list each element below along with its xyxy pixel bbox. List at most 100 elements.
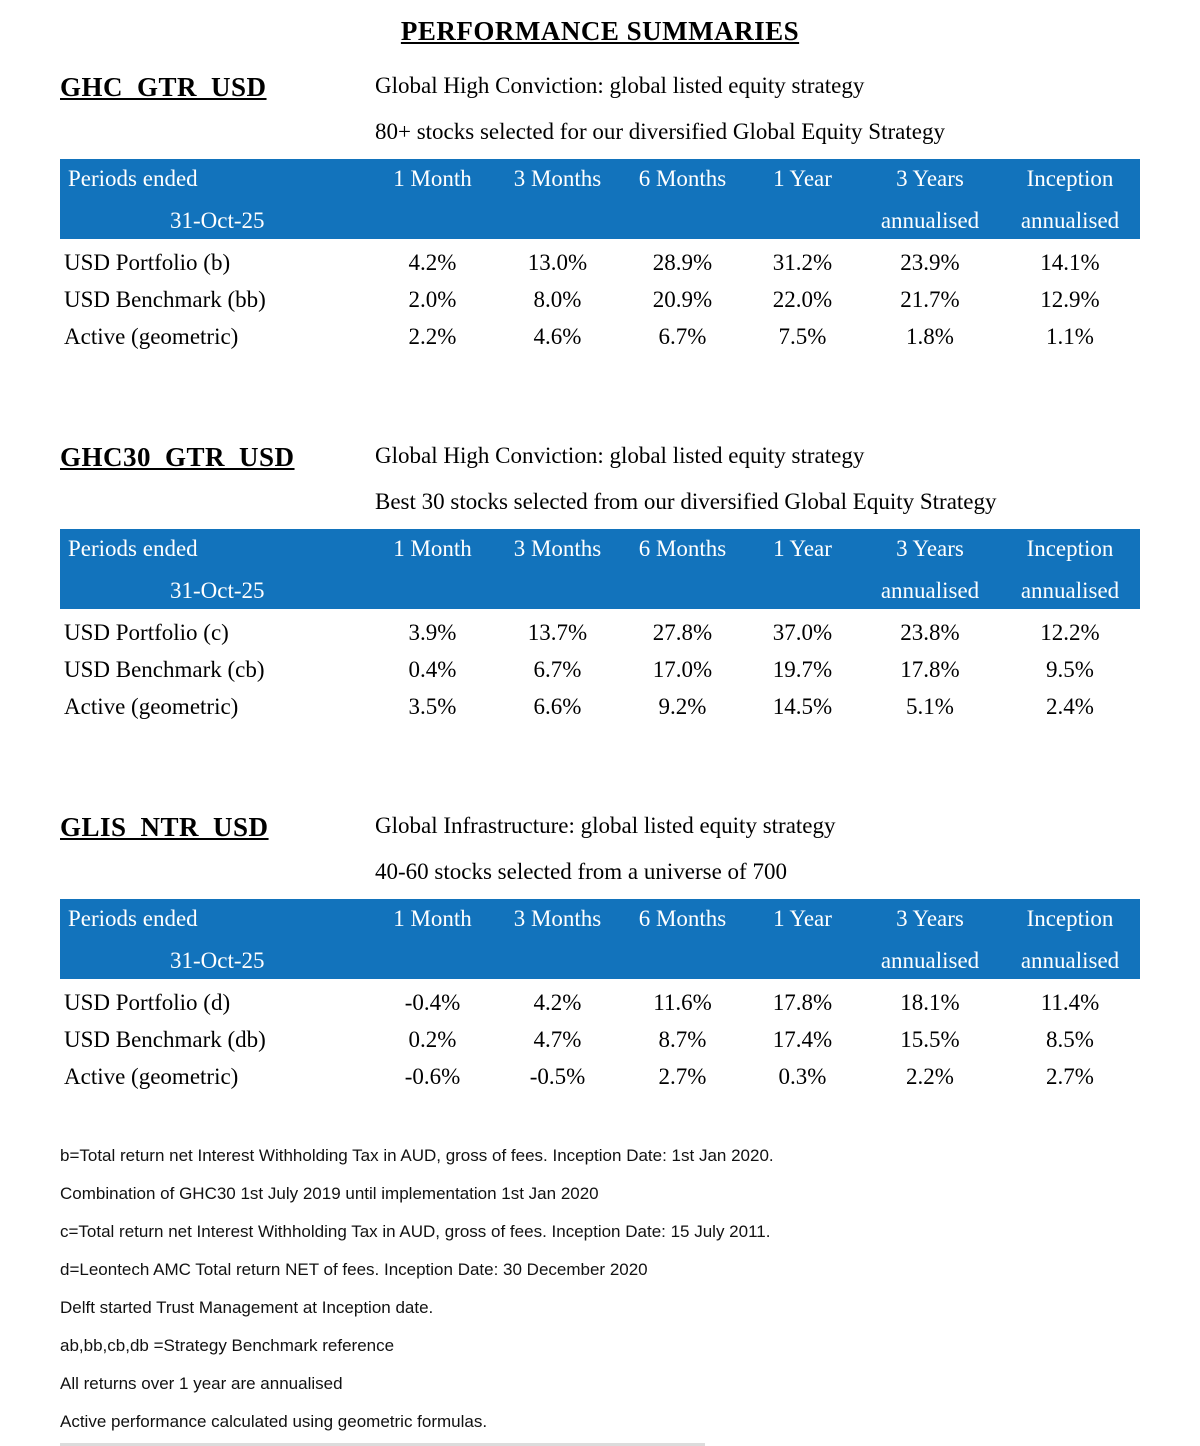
value-cell: 13.0% — [527, 249, 588, 275]
column-header: 1 Month — [370, 529, 495, 609]
column-sublabel — [555, 578, 561, 604]
value-cell: 0.2% — [408, 1026, 457, 1052]
table-body: USD Portfolio (c) 3.9% 13.7% 27.8% 37.0% 23.8… — [60, 609, 1140, 725]
column-header: 3 Months — [495, 159, 620, 239]
row-label: Active (geometric) — [64, 693, 239, 719]
periods-ended-header: Periods ended 31-Oct-25 — [60, 899, 370, 979]
strategy-descriptions: Global Infrastructure: global listed equ… — [375, 811, 836, 887]
value-cell: -0.5% — [529, 1063, 586, 1089]
table-row: Active (geometric) -0.6% -0.5% 2.7% 0.3% 2.2%… — [60, 1058, 1140, 1095]
value-cell: 6.6% — [533, 693, 582, 719]
value-cell: 4.2% — [533, 989, 582, 1015]
periods-ended-label: Periods ended — [68, 166, 198, 191]
value-cell: 9.2% — [658, 693, 707, 719]
column-label: 1 Year — [773, 906, 832, 931]
column-label: 1 Year — [773, 166, 832, 191]
footnote: b=Total return net Interest Withholding … — [60, 1146, 774, 1165]
value-cell: 11.6% — [653, 989, 712, 1015]
value-cell: 2.0% — [408, 286, 457, 312]
value-cell: 4.2% — [408, 249, 457, 275]
value-cell: 23.8% — [900, 619, 960, 645]
periods-ended-inner: Periods ended 31-Oct-25 — [60, 899, 370, 979]
value-cell: 6.7% — [658, 323, 707, 349]
column-header: Inception annualised — [1000, 529, 1140, 609]
periods-ended-inner: Periods ended 31-Oct-25 — [60, 159, 370, 239]
value-cell: 12.2% — [1040, 619, 1100, 645]
strategy-description: Global Infrastructure: global listed equ… — [375, 813, 836, 838]
column-label: 3 Years — [896, 906, 964, 931]
footnote: All returns over 1 year are annualised — [60, 1374, 343, 1393]
table-row: Active (geometric) 3.5% 6.6% 9.2% 14.5% 5.1% 2… — [60, 688, 1140, 725]
column-label: 1 Year — [773, 536, 832, 561]
column-header: 6 Months — [620, 529, 745, 609]
table-row: USD Benchmark (bb) 2.0% 8.0% 20.9% 22.0% 21.7… — [60, 281, 1140, 318]
value-cell: 37.0% — [772, 619, 833, 645]
performance-table: Periods ended 31-Oct-25 1 Month 3 Months 6… — [60, 159, 1140, 355]
row-label: USD Benchmark (bb) — [64, 286, 266, 312]
footnote: d=Leontech AMC Total return NET of fees.… — [60, 1260, 648, 1279]
period-end-date: 31-Oct-25 — [170, 948, 265, 973]
column-header-inner: 1 Year — [745, 529, 860, 609]
header-row: Periods ended 31-Oct-25 1 Month 3 Months 6… — [60, 159, 1140, 239]
value-cell: 8.7% — [658, 1026, 707, 1052]
row-label: Active (geometric) — [64, 323, 239, 349]
column-label: Inception — [1026, 906, 1114, 931]
footnotes: b=Total return net Interest Withholding … — [60, 1145, 1140, 1433]
value-cell: 0.3% — [778, 1063, 827, 1089]
column-header: 6 Months — [620, 899, 745, 979]
column-header-inner: 3 Years annualised — [860, 529, 1000, 609]
strategy-descriptions: Global High Conviction: global listed eq… — [375, 441, 997, 517]
value-cell: 2.4% — [1046, 693, 1094, 719]
column-label: 3 Months — [513, 536, 602, 561]
value-cell: 11.4% — [1040, 989, 1100, 1015]
performance-table: Periods ended 31-Oct-25 1 Month 3 Months 6… — [60, 899, 1140, 1095]
strategy-subdescription: 40-60 stocks selected from a universe of… — [375, 859, 787, 884]
performance-summaries-page: PERFORMANCE SUMMARIES GHC_GTR_USD Global … — [60, 16, 1140, 1446]
column-header: 3 Months — [495, 529, 620, 609]
column-sublabel — [430, 208, 436, 234]
column-sublabel: annualised — [880, 208, 980, 233]
column-header-inner: 6 Months — [620, 529, 745, 609]
column-label: 3 Years — [896, 166, 964, 191]
strategy-code: GHC30_GTR_USD — [60, 442, 295, 472]
value-cell: 7.5% — [778, 323, 827, 349]
periods-ended-label: Periods ended — [68, 906, 198, 931]
column-header-inner: 1 Month — [370, 899, 495, 979]
row-label: Active (geometric) — [64, 1063, 239, 1089]
value-cell: 22.0% — [772, 286, 833, 312]
table-body: USD Portfolio (b) 4.2% 13.0% 28.9% 31.2% 23.9… — [60, 239, 1140, 355]
footnote: Delft started Trust Management at Incept… — [60, 1298, 434, 1317]
footnote: Combination of GHC30 1st July 2019 until… — [60, 1184, 599, 1203]
row-label: USD Benchmark (cb) — [64, 656, 265, 682]
column-header-inner: Inception annualised — [1000, 529, 1140, 609]
column-header: 1 Year — [745, 899, 860, 979]
value-cell: 13.7% — [527, 619, 588, 645]
strategy-section: GHC_GTR_USD Global High Conviction: globa… — [60, 71, 1140, 355]
column-header-inner: 3 Months — [495, 529, 620, 609]
column-header-inner: 3 Years annualised — [860, 899, 1000, 979]
section-header: GHC_GTR_USD Global High Conviction: globa… — [60, 71, 1140, 147]
value-cell: 2.7% — [658, 1063, 707, 1089]
strategy-descriptions: Global High Conviction: global listed eq… — [375, 71, 945, 147]
column-sublabel: annualised — [880, 578, 980, 603]
value-cell: 18.1% — [900, 989, 960, 1015]
value-cell: 27.8% — [652, 619, 713, 645]
column-header: 1 Year — [745, 159, 860, 239]
section-header: GLIS_NTR_USD Global Infrastructure: globa… — [60, 811, 1140, 887]
column-header: 1 Year — [745, 529, 860, 609]
column-header: 3 Months — [495, 899, 620, 979]
periods-ended-inner: Periods ended 31-Oct-25 — [60, 529, 370, 609]
value-cell: 8.0% — [533, 286, 582, 312]
column-sublabel — [800, 208, 806, 234]
strategy-code: GLIS_NTR_USD — [60, 812, 269, 842]
footnote: c=Total return net Interest Withholding … — [60, 1222, 771, 1241]
column-sublabel — [680, 948, 686, 974]
value-cell: 21.7% — [900, 286, 960, 312]
sections-container: GHC_GTR_USD Global High Conviction: globa… — [60, 71, 1140, 1095]
column-header-inner: 1 Year — [745, 159, 860, 239]
table-row: USD Portfolio (b) 4.2% 13.0% 28.9% 31.2% 23.9… — [60, 239, 1140, 281]
column-header-inner: Inception annualised — [1000, 899, 1140, 979]
value-cell: 31.2% — [772, 249, 833, 275]
period-end-date: 31-Oct-25 — [170, 578, 265, 603]
column-header: 3 Years annualised — [860, 529, 1000, 609]
